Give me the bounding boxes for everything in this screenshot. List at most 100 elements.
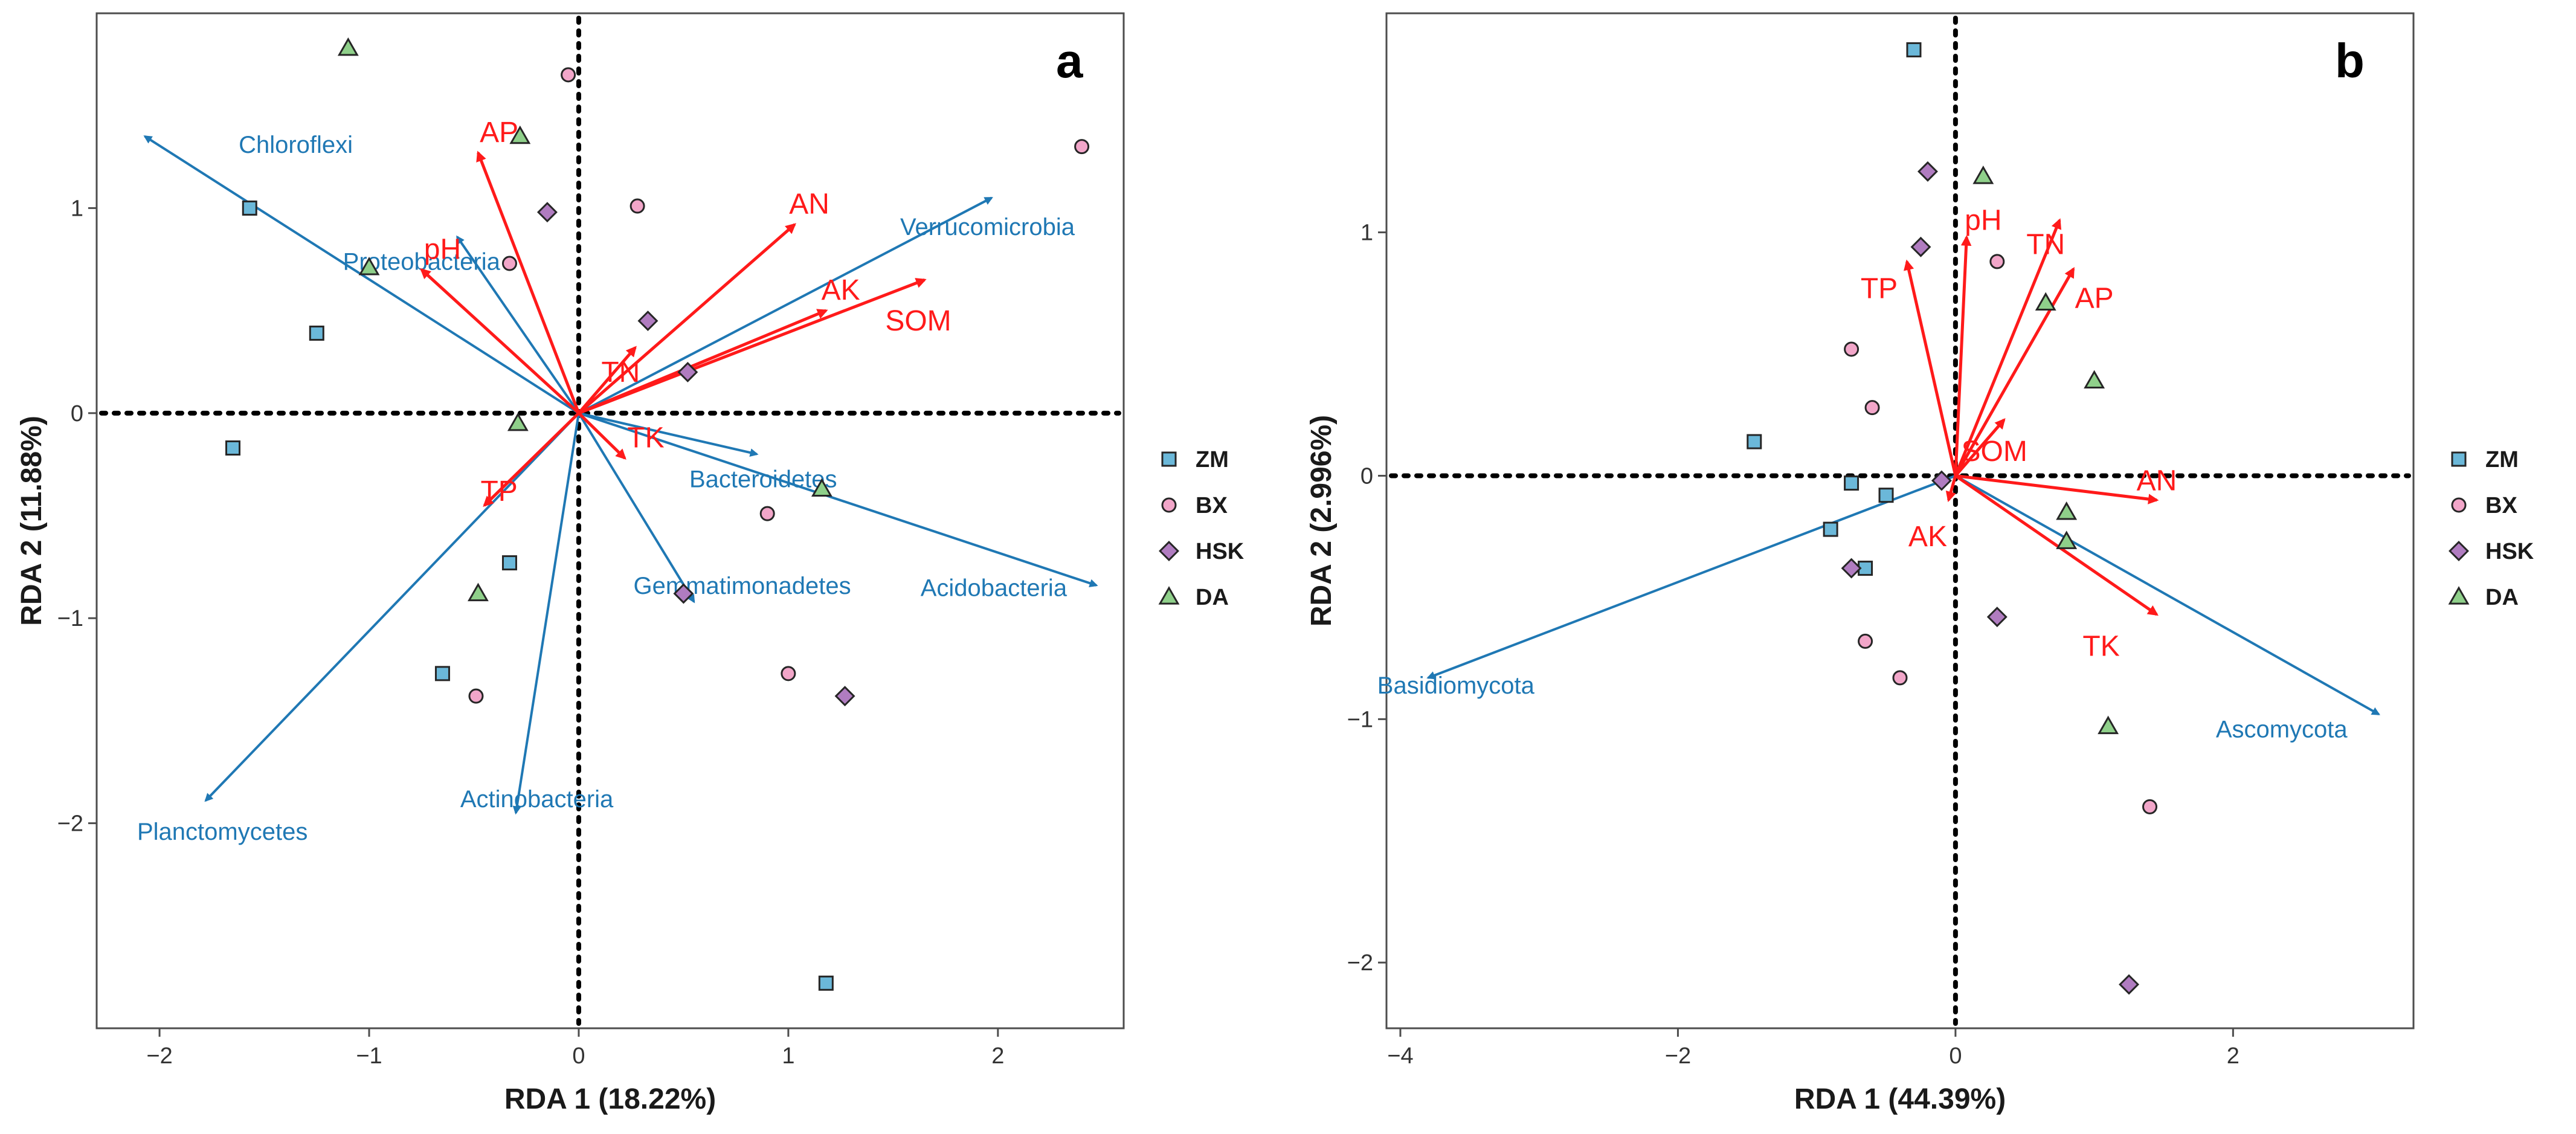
sample-point-da <box>811 478 832 497</box>
legend-label-hsk: HSK <box>2485 539 2534 564</box>
taxon-arrow-basidiomycota <box>1426 474 1956 680</box>
sample-point-bx <box>2142 799 2158 814</box>
panel-b: Basidiomycota Ascomycota pH TN TP AP SOM AN AK T… <box>1306 12 2415 1115</box>
x-tick-label: −2 <box>146 1043 172 1069</box>
taxon-arrow-planctomycetes <box>204 412 580 802</box>
sample-point-hsk <box>677 361 698 382</box>
y-tick-label: −2 <box>57 811 83 837</box>
axes-layer-a <box>99 16 1121 1026</box>
sample-point-zm <box>818 975 834 991</box>
legend-a: ZM BX HSK DA <box>1158 447 1245 610</box>
legend-label-da: DA <box>1196 585 1229 610</box>
env-arrow-tk <box>1954 474 2159 616</box>
env-label-tn: TN <box>2026 229 2065 261</box>
env-arrow-tn <box>578 346 637 414</box>
env-label-an: AN <box>2137 465 2177 497</box>
sample-point-da <box>509 125 531 144</box>
sample-point-bx <box>1844 341 1860 357</box>
sample-point-bx <box>1864 400 1880 416</box>
env-label-som: SOM <box>1962 436 2027 468</box>
env-arrow-an <box>1955 474 2159 504</box>
taxa-vectors-a: ChloroflexiProteobacteriaVerrucomicrobia… <box>137 132 1098 845</box>
legend-key-da <box>2448 586 2470 605</box>
env-arrow-tk <box>578 412 626 460</box>
x-axis-title-b: RDA 1 (44.39%) <box>1794 1083 2006 1115</box>
legend-key-hsk <box>1159 541 1179 561</box>
sample-point-bx <box>468 688 484 704</box>
x-tick-label: −4 <box>1387 1043 1413 1069</box>
env-label-ak: AK <box>822 274 860 306</box>
taxon-label-chloroflexi: Chloroflexi <box>239 132 353 158</box>
y-tick-label: 1 <box>71 196 83 221</box>
legend-label-zm: ZM <box>2485 447 2519 472</box>
taxon-label-gemmatimonadetes: Gemmatimonadetes <box>633 573 851 599</box>
sample-point-da <box>337 37 359 56</box>
sample-point-hsk <box>834 686 855 707</box>
y-tick-label: −2 <box>1347 950 1373 976</box>
sample-point-da <box>1972 166 1994 184</box>
sample-point-zm <box>1823 521 1838 537</box>
plot-frame-b <box>1385 12 2415 1029</box>
taxon-label-planctomycetes: Planctomycetes <box>137 819 308 845</box>
sample-point-zm <box>1747 434 1762 449</box>
sample-point-bx <box>1892 670 1908 686</box>
sample-points-a <box>225 37 1090 991</box>
sample-point-bx <box>1858 633 1873 649</box>
y-axis-title-a: RDA 2 (11.88%) <box>16 416 48 626</box>
x-tick-label: 2 <box>2227 1043 2240 1069</box>
y-axis-title-b: RDA 2 (2.996%) <box>1306 415 1338 627</box>
panel-a: ChloroflexiProteobacteriaVerrucomicrobia… <box>16 12 1125 1115</box>
taxon-label-bacteroidetes: Bacteroidetes <box>689 466 837 492</box>
env-label-ph: pH <box>424 233 461 265</box>
env-arrow-tp <box>1904 259 1957 477</box>
taxon-arrow-gemmatimonadetes <box>578 412 695 604</box>
env-arrow-tp <box>483 412 580 507</box>
sample-point-zm <box>434 666 450 681</box>
y-tick-label: −1 <box>57 606 83 631</box>
sample-point-da <box>358 256 380 275</box>
env-label-tk: TK <box>2082 630 2119 662</box>
taxon-label-ascomycota: Ascomycota <box>2216 716 2348 743</box>
taxon-label-actinobacteria: Actinobacteria <box>460 786 614 813</box>
env-label-ak: AK <box>1908 521 1947 553</box>
x-tick-label: 2 <box>991 1043 1004 1069</box>
sample-point-bx <box>781 666 796 681</box>
axes-layer-b <box>1389 16 2411 1026</box>
y-tick-label: 0 <box>71 401 83 427</box>
sample-point-bx <box>1074 139 1090 155</box>
sample-point-zm <box>242 200 257 216</box>
sample-point-hsk <box>1931 470 1952 491</box>
x-tick-label: −2 <box>1665 1043 1691 1069</box>
env-label-tn: TN <box>601 356 640 388</box>
env-label-som: SOM <box>885 305 951 337</box>
legend-key-bx <box>2451 497 2467 513</box>
legend-label-bx: BX <box>2485 493 2517 518</box>
env-arrow-an <box>578 223 796 414</box>
y-tick-label: −1 <box>1347 707 1373 732</box>
sample-point-hsk <box>637 311 658 332</box>
env-arrow-ph <box>420 268 580 414</box>
sample-point-da <box>2084 370 2105 388</box>
sample-point-zm <box>225 440 241 456</box>
panel-tag-b: b <box>2335 34 2365 88</box>
x-tick-label: 0 <box>1949 1043 1962 1069</box>
env-arrow-tn <box>1954 218 2062 477</box>
panel-tag-a: a <box>1056 34 1083 88</box>
taxa-vectors-b: Basidiomycota Ascomycota <box>1377 474 2381 743</box>
y-tick-label: 0 <box>1360 463 1373 489</box>
env-arrow-ap <box>1954 266 2075 477</box>
legend-key-zm <box>1161 451 1177 467</box>
env-arrow-ap <box>476 150 581 414</box>
sample-point-hsk <box>1986 607 2008 628</box>
taxon-arrow-ascomycota <box>1954 474 2381 716</box>
tick-labels-b: −4 −2 0 2 −2 −1 0 1 <box>1347 221 2240 1069</box>
sample-point-hsk <box>536 202 558 223</box>
sample-point-da <box>2056 501 2078 520</box>
sample-point-zm <box>1906 42 1922 57</box>
sample-point-bx <box>630 198 645 214</box>
sample-point-da <box>2056 530 2078 549</box>
taxon-arrow-acidobacteria <box>578 411 1098 588</box>
taxon-arrow-verrucomicrobia <box>578 196 993 414</box>
sample-point-zm <box>1844 475 1860 491</box>
